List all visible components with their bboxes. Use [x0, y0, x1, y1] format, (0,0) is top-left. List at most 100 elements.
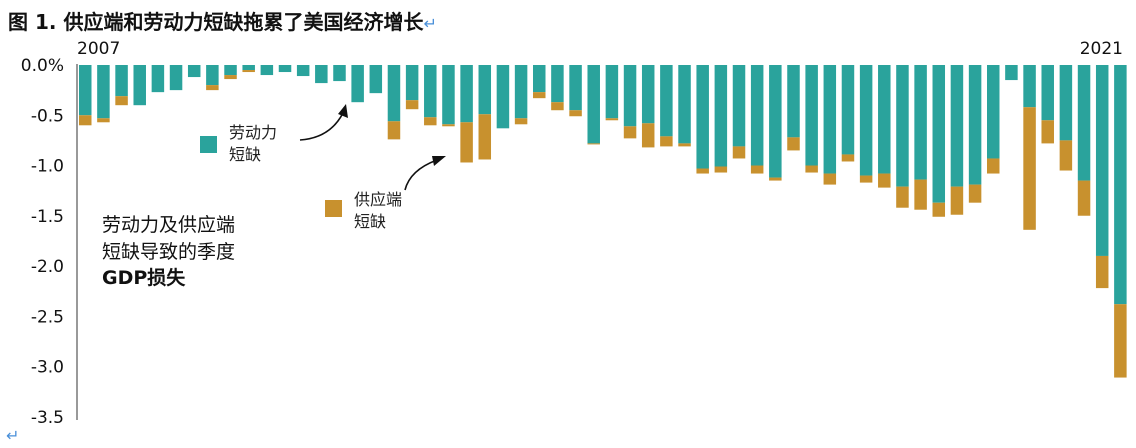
labor-bar — [950, 65, 964, 187]
supply-bar — [242, 70, 255, 73]
note-line-2: 短缺导致的季度 — [102, 241, 235, 263]
supply-bar — [1041, 120, 1054, 144]
labor-bar — [278, 65, 292, 73]
supply-bar — [1059, 140, 1073, 171]
supply-bar — [750, 165, 764, 174]
labor-bar — [605, 65, 619, 119]
labor-bar — [115, 65, 128, 97]
labor-bar — [514, 65, 528, 119]
supply-bar — [732, 146, 746, 159]
y-tick-label: -3.0 — [31, 358, 64, 378]
labor-bar — [424, 65, 437, 118]
supply-bar — [878, 173, 891, 188]
supply-bar — [115, 96, 128, 106]
supply-label-line1: 供应端 — [354, 190, 402, 209]
supply-bar — [787, 137, 800, 151]
labor-bar — [151, 65, 165, 93]
supply-bar — [823, 173, 837, 185]
bars-group — [79, 65, 1127, 378]
labor-bar — [460, 65, 473, 123]
labor-bar — [932, 65, 946, 203]
labor-bar — [750, 65, 764, 166]
note-line-3: GDP损失 — [102, 266, 186, 289]
labor-bar — [1023, 65, 1036, 108]
labor-bar — [169, 65, 183, 91]
supply-bar — [424, 117, 437, 126]
supply-bar — [968, 184, 982, 203]
labor-bar — [242, 65, 255, 71]
y-tick-label: -1.0 — [31, 157, 64, 177]
y-tick-label: -1.5 — [31, 207, 64, 227]
labor-bar — [97, 65, 110, 119]
y-axis: 0.0% -0.5 -1.0 -1.5 -2.0 -2.5 -3.0 -3.5 — [21, 56, 64, 428]
chart-title: 图 1. 供应端和劳动力短缺拖累了美国经济增长↵ — [8, 10, 437, 34]
supply-bar — [478, 114, 492, 160]
labor-bar — [878, 65, 891, 174]
labor-bar — [315, 65, 328, 84]
labor-bar — [224, 65, 237, 76]
note-line-1: 劳动力及供应端 — [102, 214, 235, 236]
labor-bar — [551, 65, 564, 103]
labor-bar — [696, 65, 709, 169]
supply-bar — [660, 136, 673, 147]
labor-bar — [79, 65, 92, 116]
supply-bar — [405, 100, 419, 110]
labor-bar — [133, 65, 146, 106]
supply-bar — [1095, 255, 1109, 289]
labor-bar — [442, 65, 455, 125]
supply-bar — [678, 143, 691, 147]
supply-bar — [641, 123, 655, 148]
labor-bar — [569, 65, 582, 111]
y-tick-label: 0.0% — [21, 56, 64, 76]
labor-label-line2: 短缺 — [229, 145, 261, 164]
labor-bar — [369, 65, 383, 94]
supply-bar — [79, 115, 92, 126]
supply-bar — [587, 143, 600, 145]
supply-label-line2: 短缺 — [354, 212, 386, 231]
supply-bar — [460, 122, 473, 163]
labor-bar — [769, 65, 782, 178]
labor-label-line1: 劳动力 — [229, 123, 277, 142]
supply-bar — [987, 158, 1000, 174]
y-tick-label: -0.5 — [31, 106, 64, 126]
labor-bar — [623, 65, 637, 127]
labor-bar — [896, 65, 909, 187]
labor-bar — [987, 65, 1000, 159]
labor-bar — [859, 65, 873, 176]
supply-bar — [805, 165, 818, 173]
supply-bar — [769, 177, 782, 181]
labor-bar — [732, 65, 746, 147]
supply-bar — [605, 118, 619, 121]
supply-bar — [950, 186, 964, 215]
supply-bar — [569, 110, 582, 117]
supply-legend-swatch — [325, 200, 342, 217]
labor-bar — [1005, 65, 1018, 81]
paragraph-mark-icon: ↵ — [423, 14, 437, 33]
labor-bar — [805, 65, 818, 166]
labor-bar — [351, 65, 364, 103]
labor-bar — [260, 65, 274, 76]
labor-bar — [187, 65, 201, 78]
supply-arrow — [404, 159, 438, 191]
labor-arrow-head — [338, 104, 348, 118]
labor-bar — [405, 65, 419, 101]
supply-bar — [714, 166, 728, 173]
y-tick-label: -3.5 — [31, 408, 64, 428]
supply-bar — [859, 175, 873, 183]
supply-bar — [896, 186, 909, 208]
y-tick-label: -2.5 — [31, 307, 64, 327]
supply-bar — [551, 102, 564, 111]
labor-arrow — [299, 112, 344, 141]
supply-bar — [623, 126, 637, 139]
labor-bar — [1077, 65, 1091, 181]
labor-bar — [641, 65, 655, 124]
supply-bar — [914, 179, 927, 210]
labor-bar — [296, 65, 310, 77]
supply-bar — [514, 118, 528, 125]
supply-bar — [841, 154, 855, 162]
labor-bar — [968, 65, 982, 185]
labor-bar — [587, 65, 600, 144]
labor-bar — [841, 65, 855, 155]
labor-legend-swatch — [200, 136, 217, 153]
